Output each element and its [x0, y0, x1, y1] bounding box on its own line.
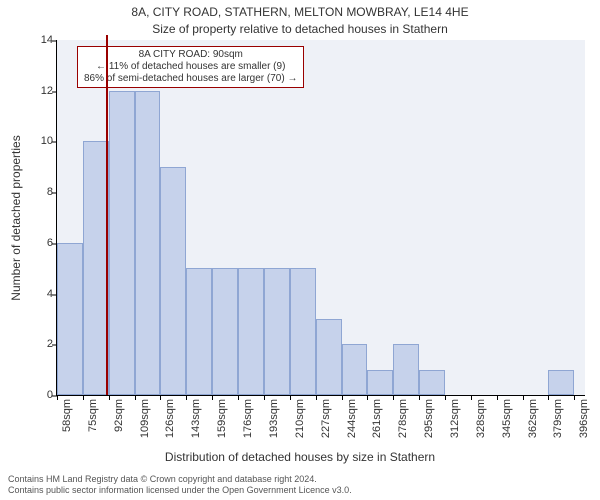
- histogram-bar: [264, 268, 290, 395]
- histogram-bar: [160, 167, 186, 395]
- x-tick-label: 362sqm: [527, 399, 539, 438]
- x-tick-label: 159sqm: [216, 399, 228, 438]
- x-tick-mark: [57, 395, 58, 400]
- x-tick-label: 193sqm: [268, 399, 280, 438]
- plot-area: 8A CITY ROAD: 90sqm ← 11% of detached ho…: [56, 40, 585, 396]
- x-tick-label: 312sqm: [449, 399, 461, 438]
- x-tick-mark: [135, 395, 136, 400]
- x-tick-label: 75sqm: [87, 399, 99, 432]
- y-axis-label: Number of detached properties: [9, 135, 23, 300]
- x-tick-label: 126sqm: [164, 399, 176, 438]
- x-tick-mark: [497, 395, 498, 400]
- histogram-bar: [419, 370, 445, 395]
- x-tick-label: 379sqm: [552, 399, 564, 438]
- histogram-bar: [212, 268, 238, 395]
- histogram-bar: [342, 344, 368, 395]
- annotation-line: 8A CITY ROAD: 90sqm: [84, 49, 297, 61]
- footer-line: Contains public sector information licen…: [8, 485, 352, 496]
- x-tick-label: 328sqm: [475, 399, 487, 438]
- x-tick-mark: [238, 395, 239, 400]
- x-tick-mark: [186, 395, 187, 400]
- x-tick-label: 295sqm: [423, 399, 435, 438]
- x-axis-label: Distribution of detached houses by size …: [0, 450, 600, 464]
- histogram-bar: [109, 91, 135, 395]
- histogram-bar: [290, 268, 316, 395]
- x-tick-mark: [342, 395, 343, 400]
- x-tick-label: 227sqm: [320, 399, 332, 438]
- chart-title-line1: 8A, CITY ROAD, STATHERN, MELTON MOWBRAY,…: [0, 5, 600, 19]
- x-tick-label: 109sqm: [139, 399, 151, 438]
- x-tick-mark: [316, 395, 317, 400]
- x-tick-mark: [83, 395, 84, 400]
- histogram-bar: [548, 370, 574, 395]
- x-tick-mark: [367, 395, 368, 400]
- y-tick-mark: [52, 193, 57, 194]
- x-tick-mark: [290, 395, 291, 400]
- x-tick-mark: [419, 395, 420, 400]
- histogram-bar: [238, 268, 264, 395]
- x-tick-label: 58sqm: [61, 399, 73, 432]
- x-tick-label: 345sqm: [501, 399, 513, 438]
- histogram-bar: [186, 268, 212, 395]
- x-tick-label: 396sqm: [578, 399, 590, 438]
- annotation-line: 86% of semi-detached houses are larger (…: [84, 73, 297, 85]
- footer-credits: Contains HM Land Registry data © Crown c…: [8, 474, 352, 497]
- x-tick-mark: [548, 395, 549, 400]
- x-tick-mark: [109, 395, 110, 400]
- annotation-line: ← 11% of detached houses are smaller (9): [84, 61, 297, 73]
- x-tick-mark: [574, 395, 575, 400]
- x-tick-mark: [212, 395, 213, 400]
- chart-title-line2: Size of property relative to detached ho…: [0, 22, 600, 36]
- x-tick-label: 210sqm: [294, 399, 306, 438]
- histogram-bar: [57, 243, 83, 395]
- reference-line: [106, 35, 108, 395]
- chart-canvas: 8A, CITY ROAD, STATHERN, MELTON MOWBRAY,…: [0, 0, 600, 500]
- x-tick-mark: [393, 395, 394, 400]
- x-tick-mark: [445, 395, 446, 400]
- x-tick-label: 92sqm: [113, 399, 125, 432]
- histogram-bar: [393, 344, 419, 395]
- y-tick-mark: [52, 41, 57, 42]
- y-tick-mark: [52, 91, 57, 92]
- x-tick-mark: [160, 395, 161, 400]
- x-tick-mark: [471, 395, 472, 400]
- histogram-bar: [367, 370, 393, 395]
- histogram-bar: [316, 319, 342, 395]
- annotation-box: 8A CITY ROAD: 90sqm ← 11% of detached ho…: [77, 46, 304, 88]
- x-tick-label: 244sqm: [346, 399, 358, 438]
- histogram-bar: [135, 91, 161, 395]
- x-tick-label: 278sqm: [397, 399, 409, 438]
- footer-line: Contains HM Land Registry data © Crown c…: [8, 474, 352, 485]
- x-tick-label: 176sqm: [242, 399, 254, 438]
- x-tick-label: 261sqm: [371, 399, 383, 438]
- y-tick-mark: [52, 142, 57, 143]
- x-tick-mark: [523, 395, 524, 400]
- x-tick-mark: [264, 395, 265, 400]
- x-tick-label: 143sqm: [190, 399, 202, 438]
